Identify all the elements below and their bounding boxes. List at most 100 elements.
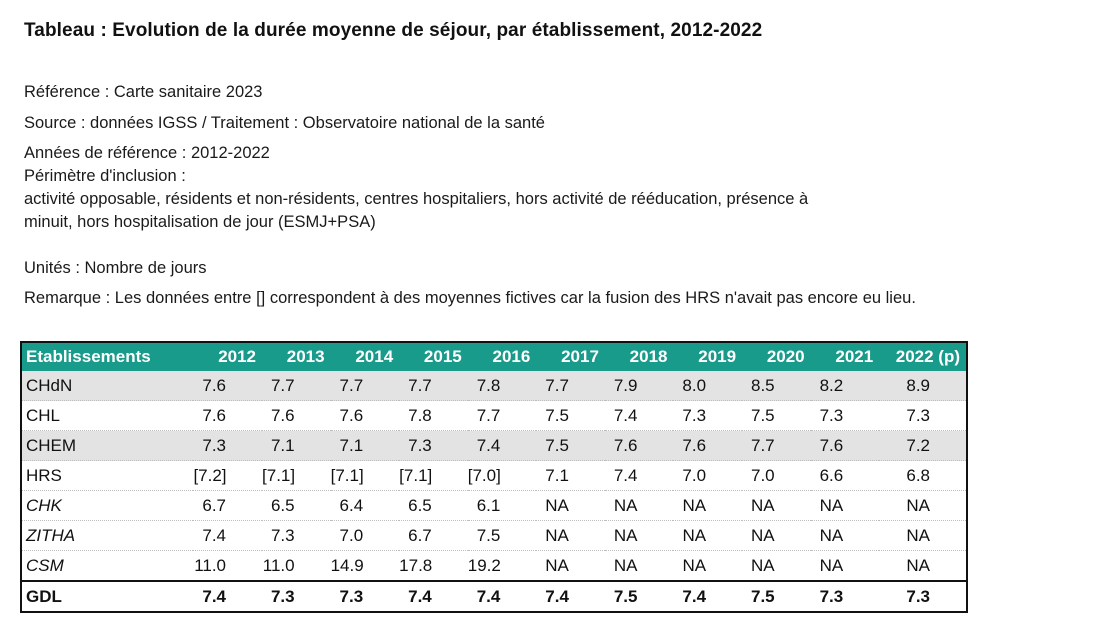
table-cell: 6.6 xyxy=(810,460,880,491)
column-header-year: 2022 (p) xyxy=(879,343,966,371)
table-cell: 6.8 xyxy=(879,460,966,491)
table-row: GDL 7.4 7.3 7.3 7.4 7.4 7.4 7.5 7.4 7.5 7.3 7.3 xyxy=(22,580,966,611)
table-row: CHK 6.7 6.5 6.4 6.5 6.1 NA NA NA NA NA NA xyxy=(22,490,966,521)
table-cell: 7.8 xyxy=(399,400,468,431)
row-label: CHL xyxy=(22,400,194,431)
table-cell: 7.4 xyxy=(467,580,537,611)
table-cell: 7.3 xyxy=(262,520,331,551)
table-cell: NA xyxy=(879,550,966,582)
table-cell: [7.1] xyxy=(399,460,468,491)
table-cell: 7.9 xyxy=(604,371,674,401)
table-cell: NA xyxy=(673,520,743,551)
table-cell: 7.1 xyxy=(262,430,331,461)
table-cell: 7.3 xyxy=(673,400,743,431)
reference-text: Référence : Carte sanitaire 2023 xyxy=(24,83,263,101)
table-cell: 7.1 xyxy=(330,430,400,461)
column-header-year: 2015 xyxy=(399,343,468,371)
table-header-row: Etablissements 2012 2013 2014 2015 2016 2017 20… xyxy=(22,343,966,371)
table-cell: 7.3 xyxy=(879,400,966,431)
column-header-year: 2019 xyxy=(673,343,743,371)
row-label: GDL xyxy=(22,580,194,611)
table-cell: 6.1 xyxy=(467,490,537,521)
table-cell: 7.7 xyxy=(742,430,811,461)
table-cell: 7.3 xyxy=(879,580,966,611)
table-cell: 11.0 xyxy=(193,550,263,582)
table-cell: NA xyxy=(536,520,605,551)
column-header-establishments: Etablissements xyxy=(22,343,194,371)
row-label: CHdN xyxy=(22,371,194,401)
table-cell: [7.1] xyxy=(262,460,331,491)
table-body: CHdN 7.6 7.7 7.7 7.7 7.8 7.7 7.9 8.0 8.5 8.2 8.9 CHL… xyxy=(22,371,966,611)
table-cell: 17.8 xyxy=(399,550,468,582)
table-cell: 7.3 xyxy=(810,580,880,611)
row-label: CSM xyxy=(22,550,194,582)
table-cell: 7.6 xyxy=(193,371,263,401)
data-table-frame: Etablissements 2012 2013 2014 2015 2016 2017 20… xyxy=(20,341,968,613)
table-cell: 7.2 xyxy=(879,430,966,461)
table-cell: 7.4 xyxy=(399,580,468,611)
table-cell: 11.0 xyxy=(262,550,331,582)
table-cell: 7.5 xyxy=(604,580,674,611)
table-cell: 7.6 xyxy=(193,400,263,431)
table-cell: 7.3 xyxy=(193,430,263,461)
table-cell: 6.5 xyxy=(399,490,468,521)
table-cell: 7.0 xyxy=(330,520,400,551)
table-row: HRS [7.2] [7.1] [7.1] [7.1] [7.0] 7.1 7.4 7.0 7.0… xyxy=(22,460,966,491)
table-cell: 7.7 xyxy=(399,371,468,401)
table-cell: NA xyxy=(536,550,605,582)
table-cell: 7.6 xyxy=(673,430,743,461)
table-cell: 7.5 xyxy=(536,430,605,461)
table-cell: 7.0 xyxy=(673,460,743,491)
table-row: ZITHA 7.4 7.3 7.0 6.7 7.5 NA NA NA NA NA NA xyxy=(22,520,966,551)
table-cell: 7.4 xyxy=(673,580,743,611)
table-cell: 6.7 xyxy=(399,520,468,551)
table-cell: 7.7 xyxy=(330,371,400,401)
table-cell: NA xyxy=(604,550,674,582)
column-header-year: 2020 xyxy=(742,343,811,371)
table-cell: 7.6 xyxy=(604,430,674,461)
column-header-year: 2017 xyxy=(536,343,605,371)
table-cell: 7.0 xyxy=(742,460,811,491)
table-cell: 7.7 xyxy=(536,371,605,401)
table-cell: NA xyxy=(810,520,880,551)
table-cell: 14.9 xyxy=(330,550,400,582)
years-text: Années de référence : 2012-2022 xyxy=(24,144,270,162)
perimeter-line-1: activité opposable, résidents et non-rés… xyxy=(24,190,809,208)
table-cell: [7.1] xyxy=(330,460,400,491)
table-cell: 7.4 xyxy=(467,430,537,461)
column-header-year: 2018 xyxy=(604,343,674,371)
table-cell: 7.5 xyxy=(742,580,811,611)
table-cell: NA xyxy=(879,520,966,551)
page-title: Tableau : Evolution de la durée moyenne … xyxy=(24,20,763,41)
table-cell: 7.1 xyxy=(536,460,605,491)
table-cell: NA xyxy=(810,550,880,582)
table-cell: 7.4 xyxy=(536,580,605,611)
source-text: Source : données IGSS / Traitement : Obs… xyxy=(24,114,545,132)
table-cell: NA xyxy=(604,490,674,521)
table-cell: NA xyxy=(742,490,811,521)
table-cell: 8.0 xyxy=(673,371,743,401)
table-cell: 6.7 xyxy=(193,490,263,521)
table-row: CHEM 7.3 7.1 7.1 7.3 7.4 7.5 7.6 7.6 7.7 7.6 7.2 xyxy=(22,430,966,461)
table-row: CHL 7.6 7.6 7.6 7.8 7.7 7.5 7.4 7.3 7.5 7.3 7.3 xyxy=(22,400,966,431)
table-cell: NA xyxy=(673,550,743,582)
table-cell: NA xyxy=(604,520,674,551)
table-cell: NA xyxy=(810,490,880,521)
table-cell: 6.4 xyxy=(330,490,400,521)
column-header-year: 2016 xyxy=(467,343,537,371)
row-label: CHK xyxy=(22,490,194,521)
row-label: HRS xyxy=(22,460,194,491)
table-cell: 8.2 xyxy=(810,371,880,401)
table-cell: 6.5 xyxy=(262,490,331,521)
remark-text: Remarque : Les données entre [] correspo… xyxy=(24,289,916,307)
table-cell: 7.8 xyxy=(467,371,537,401)
table-cell: 19.2 xyxy=(467,550,537,582)
table-cell: 7.6 xyxy=(810,430,880,461)
table-cell: 8.5 xyxy=(742,371,811,401)
table-cell: NA xyxy=(536,490,605,521)
column-header-year: 2012 xyxy=(193,343,263,371)
column-header-year: 2021 xyxy=(810,343,880,371)
table-cell: 7.3 xyxy=(810,400,880,431)
column-header-year: 2014 xyxy=(330,343,400,371)
table-cell: NA xyxy=(742,550,811,582)
